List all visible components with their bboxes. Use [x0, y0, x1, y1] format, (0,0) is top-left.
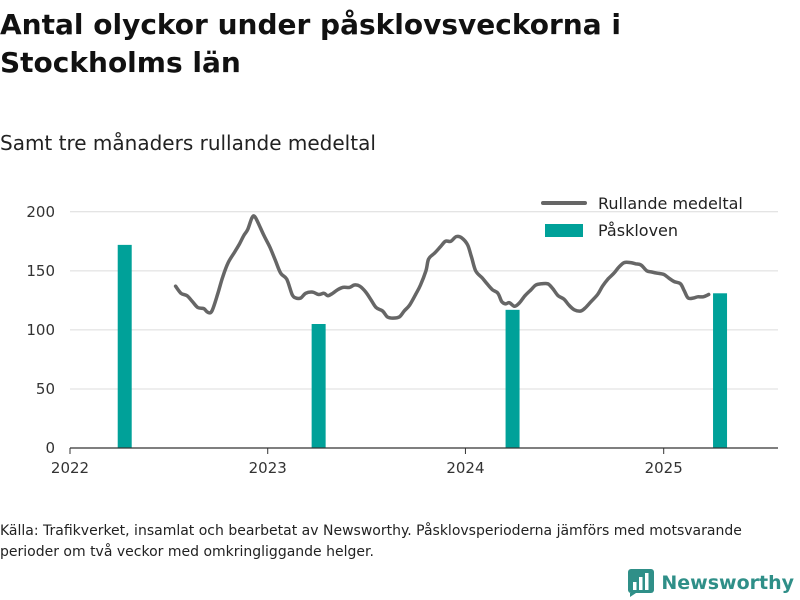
brand-name: Newsworthy: [661, 572, 794, 594]
accident-chart: 0 50 100 150 200 2022 2023 2024 2025 Rullande me…: [26, 194, 778, 477]
easter-bar: [505, 309, 520, 448]
rolling-average-line-group: [173, 214, 711, 320]
chart-subtitle: Samt tre månaders rullande medeltal: [0, 131, 376, 155]
y-tick-label: 200: [26, 203, 55, 221]
x-tick-label: 2024: [446, 459, 484, 477]
legend-label-easter: Påskloven: [598, 221, 678, 240]
bar-chart-icon: [628, 569, 655, 597]
x-tick-label: 2023: [249, 459, 287, 477]
source-note: Källa: Trafikverket, insamlat och bearbe…: [0, 523, 742, 560]
y-tick-label: 150: [26, 262, 55, 280]
grid-lines: [70, 211, 778, 390]
y-tick-label: 0: [45, 439, 55, 457]
axes: 0 50 100 150 200 2022 2023 2024 2025: [26, 203, 778, 477]
rolling-average-line: [173, 214, 711, 320]
x-tick-label: 2022: [51, 459, 89, 477]
legend: Rullande medeltal Påskloven: [541, 194, 743, 240]
y-tick-label: 100: [26, 321, 55, 339]
legend-bar-swatch: [545, 224, 583, 237]
legend-label-rolling-average: Rullande medeltal: [598, 194, 743, 213]
brand-logo: Newsworthy: [628, 568, 794, 598]
x-tick-label: 2025: [645, 459, 683, 477]
chart-title: Antal olyckor under påsklovsveckorna i S…: [0, 8, 621, 79]
y-tick-label: 50: [36, 380, 55, 398]
easter-bars: [117, 244, 728, 448]
easter-bar: [117, 244, 132, 448]
easter-bar: [713, 293, 728, 448]
easter-bar: [311, 324, 326, 448]
